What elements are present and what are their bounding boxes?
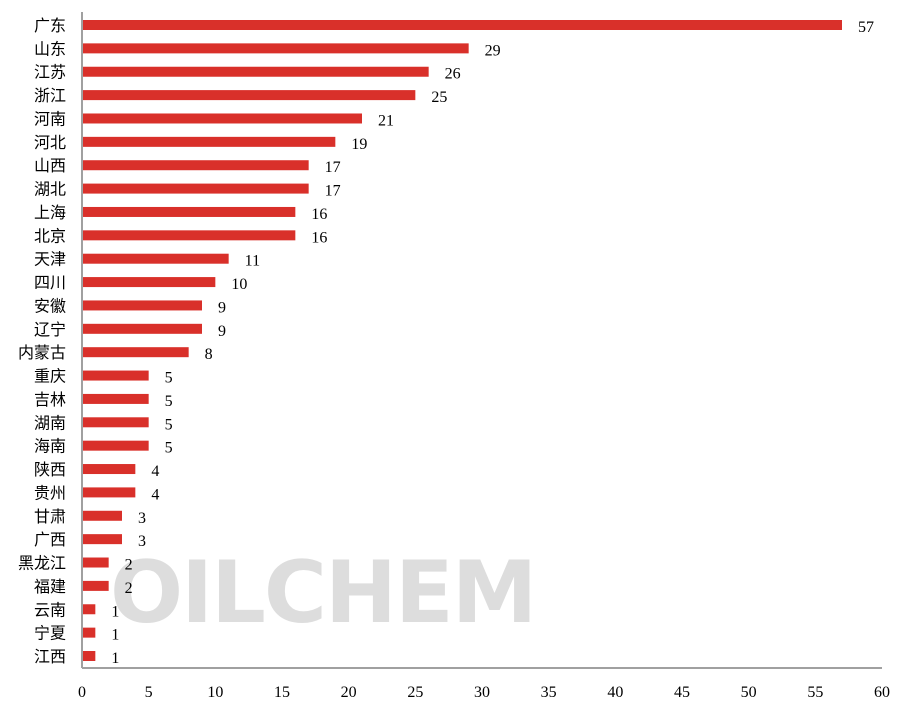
- bar: [83, 277, 216, 288]
- x-tick-label: 20: [341, 684, 357, 701]
- data-label: 11: [245, 253, 260, 270]
- category-label: 广西: [34, 530, 66, 549]
- data-label: 17: [325, 159, 341, 176]
- category-label: 山东: [34, 39, 66, 58]
- category-label: 内蒙古: [18, 343, 66, 362]
- category-label: 天津: [34, 250, 66, 269]
- category-label: 云南: [34, 600, 66, 619]
- data-label: 25: [431, 89, 447, 106]
- bar: [83, 604, 96, 615]
- x-tick-label: 15: [274, 684, 290, 701]
- bar: [83, 347, 189, 358]
- watermark: OILCHEM: [110, 543, 535, 643]
- category-label: 宁夏: [34, 624, 66, 643]
- data-label: 2: [125, 580, 133, 597]
- x-tick-label: 0: [78, 684, 86, 701]
- bar: [83, 464, 136, 475]
- data-label: 5: [165, 370, 173, 387]
- category-label: 江西: [34, 647, 66, 666]
- x-tick-label: 35: [541, 684, 557, 701]
- bar: [83, 393, 149, 404]
- data-label: 5: [165, 393, 173, 410]
- category-label: 江苏: [34, 63, 66, 82]
- bar: [83, 20, 842, 30]
- data-label: 57: [858, 19, 874, 36]
- data-label: 17: [325, 183, 341, 200]
- category-label: 湖南: [34, 413, 66, 432]
- category-label: 重庆: [34, 367, 66, 386]
- bar: [83, 557, 109, 568]
- bar: [83, 66, 429, 77]
- data-label: 1: [111, 650, 119, 667]
- bar: [83, 183, 309, 194]
- bar: [83, 113, 362, 124]
- category-label: 山西: [34, 156, 66, 175]
- bar: [83, 534, 122, 545]
- bar: [83, 136, 336, 147]
- category-label: 四川: [34, 273, 66, 292]
- data-label: 5: [165, 416, 173, 433]
- bar: [83, 300, 202, 311]
- data-label: 16: [311, 229, 327, 246]
- data-label: 5: [165, 440, 173, 457]
- bar: [83, 323, 202, 334]
- data-label: 8: [205, 346, 213, 363]
- data-label: 4: [151, 463, 159, 480]
- data-label: 9: [218, 299, 226, 316]
- bar: [83, 440, 149, 451]
- bar: [83, 417, 149, 428]
- category-label: 福建: [34, 577, 66, 596]
- data-label: 29: [485, 42, 501, 59]
- category-label: 湖北: [34, 180, 66, 199]
- data-label: 26: [445, 66, 461, 83]
- bar: [83, 627, 96, 638]
- data-label: 2: [125, 557, 133, 574]
- data-label: 4: [151, 486, 159, 503]
- bar: [83, 43, 469, 54]
- x-tick-label: 5: [145, 684, 153, 701]
- data-label: 1: [111, 603, 119, 620]
- category-label: 海南: [34, 437, 66, 456]
- category-label: 河北: [34, 133, 66, 152]
- x-tick-label: 10: [207, 684, 223, 701]
- x-tick-label: 55: [807, 684, 823, 701]
- category-label: 黑龙江: [18, 554, 66, 573]
- category-label: 辽宁: [34, 320, 66, 339]
- category-label: 广东: [34, 16, 66, 35]
- x-tick-label: 50: [741, 684, 757, 701]
- category-label: 河南: [34, 109, 66, 128]
- category-label: 陕西: [34, 460, 66, 479]
- bar: [83, 90, 416, 101]
- category-label: 上海: [34, 203, 66, 222]
- bar: [83, 510, 122, 521]
- bar: [83, 160, 309, 171]
- category-label: 吉林: [34, 390, 66, 409]
- bar: [83, 230, 296, 241]
- bar: [83, 580, 109, 591]
- data-label: 19: [351, 136, 367, 153]
- x-tick-label: 25: [407, 684, 423, 701]
- data-label: 3: [138, 510, 146, 527]
- bar: [83, 253, 229, 264]
- bar: [83, 651, 96, 661]
- category-label: 北京: [34, 226, 66, 245]
- x-tick-label: 40: [607, 684, 623, 701]
- data-label: 16: [311, 206, 327, 223]
- data-label: 9: [218, 323, 226, 340]
- category-label: 甘肃: [34, 507, 66, 526]
- data-label: 10: [231, 276, 247, 293]
- category-label: 安徽: [34, 296, 66, 315]
- bar: [83, 206, 296, 217]
- data-label: 3: [138, 533, 146, 550]
- bar: [83, 487, 136, 498]
- data-label: 21: [378, 112, 394, 129]
- data-label: 1: [111, 627, 119, 644]
- bar: [83, 370, 149, 381]
- x-tick-label: 30: [474, 684, 490, 701]
- x-tick-label: 60: [874, 684, 890, 701]
- category-label: 浙江: [34, 86, 66, 105]
- x-tick-label: 45: [674, 684, 690, 701]
- category-label: 贵州: [34, 483, 66, 502]
